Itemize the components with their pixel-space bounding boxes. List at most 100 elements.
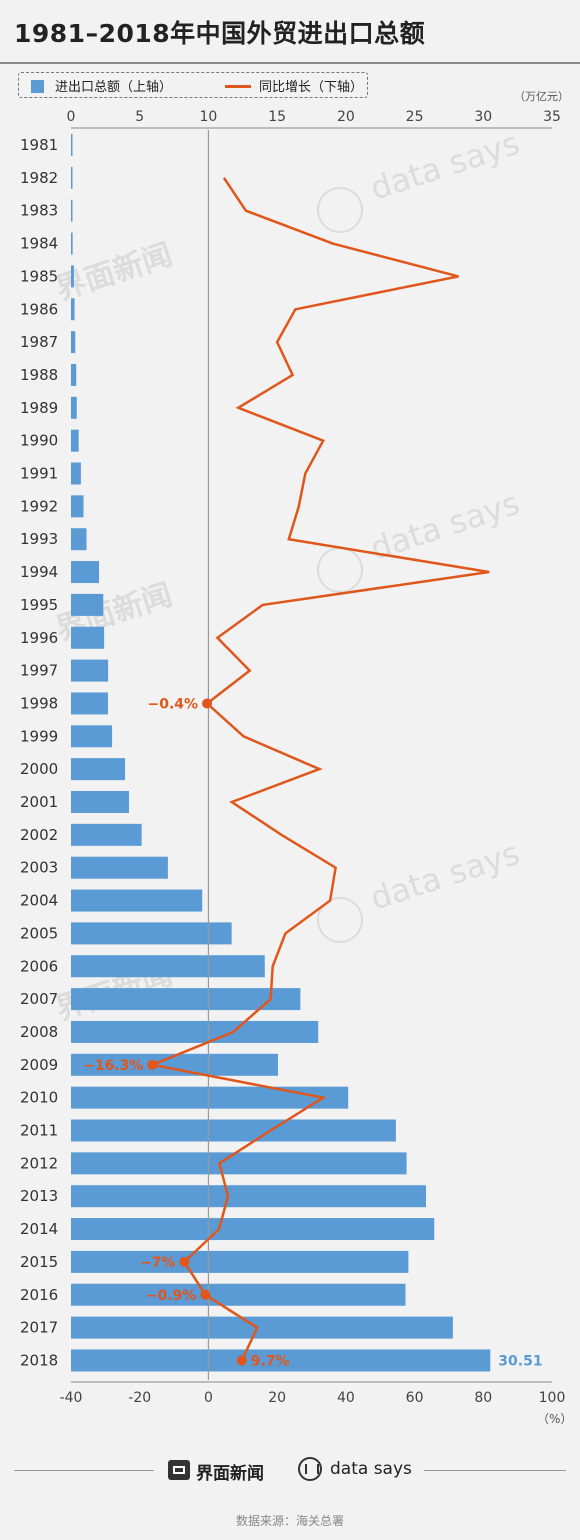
- bar-1987: [71, 331, 76, 354]
- watermark-logo-icon: [317, 187, 363, 233]
- top-axis-tick-label: 5: [135, 109, 144, 125]
- bar-1985: [71, 265, 74, 288]
- bar-2006: [71, 955, 265, 978]
- bar-2000: [71, 758, 126, 781]
- bar-1999: [71, 725, 113, 748]
- category-label-2000: 2000: [20, 760, 58, 778]
- bar-1992: [71, 495, 84, 518]
- datasays-logo-icon: [298, 1457, 322, 1481]
- legend-bar-swatch: [31, 80, 44, 93]
- category-label-1998: 1998: [20, 694, 58, 712]
- category-label-2015: 2015: [20, 1253, 58, 1271]
- brand-right-label: data says: [330, 1459, 412, 1479]
- legend: 进出口总额（上轴） 同比增长（下轴）: [18, 72, 368, 98]
- category-label-2001: 2001: [20, 793, 58, 811]
- bar-2016: [71, 1283, 406, 1306]
- bar-1983: [71, 199, 73, 222]
- bar-2004: [71, 889, 203, 912]
- annotation-dot-2009: [147, 1059, 158, 1070]
- watermark-brand-right: data says: [366, 124, 524, 208]
- category-label-2008: 2008: [20, 1023, 58, 1041]
- top-axis-tick-label: 0: [67, 109, 76, 125]
- bar-1988: [71, 363, 77, 386]
- bar-1990: [71, 429, 79, 452]
- bar-1997: [71, 659, 109, 682]
- bar-2001: [71, 791, 129, 813]
- legend-line-label: 同比增长（下轴）: [259, 80, 364, 95]
- top-axis-tick-label: 20: [337, 109, 355, 125]
- category-label-2003: 2003: [20, 859, 58, 877]
- bar-2014: [71, 1218, 435, 1241]
- bar-1998: [71, 692, 108, 715]
- top-axis-tick-label: 10: [200, 109, 218, 125]
- bar-2009: [71, 1053, 278, 1076]
- bottom-axis-tick-label: 100: [539, 1390, 566, 1406]
- line-series: [148, 177, 490, 1362]
- bar-1993: [71, 528, 87, 551]
- category-label-1990: 1990: [20, 432, 58, 450]
- watermark-brand-left: 界面新闻: [52, 577, 177, 647]
- category-label-2018: 2018: [20, 1351, 58, 1369]
- annotation-dot-2018: [236, 1355, 247, 1366]
- category-label-1984: 1984: [20, 235, 58, 253]
- category-label-1999: 1999: [20, 727, 58, 745]
- bottom-axis-tick-label: -40: [60, 1390, 83, 1406]
- category-label-2011: 2011: [20, 1122, 58, 1140]
- bottom-axis-tick-label: 0: [204, 1390, 213, 1406]
- category-label-1986: 1986: [20, 300, 58, 318]
- annotations: −0.4% −16.3% −7% −0.9% 9.7% 30.51: [83, 696, 542, 1369]
- category-label-2012: 2012: [20, 1154, 58, 1172]
- category-label-1993: 1993: [20, 530, 58, 548]
- footer-divider-left: [14, 1470, 154, 1471]
- category-label-1997: 1997: [20, 662, 58, 680]
- category-label-2017: 2017: [20, 1319, 58, 1337]
- top-axis-tick-label: 35: [543, 109, 561, 125]
- title-divider: [0, 62, 580, 64]
- category-label-1987: 1987: [20, 333, 58, 351]
- bar-1984: [71, 232, 73, 255]
- category-label-1989: 1989: [20, 399, 58, 417]
- bar-2008: [71, 1020, 319, 1043]
- annotation-dot-1998: [202, 698, 213, 709]
- bottom-axis: -40 -20 0 20 40 60 80 100: [60, 1381, 566, 1406]
- bar-2002: [71, 823, 142, 846]
- bar-1982: [71, 166, 73, 189]
- legend-bar-label: 进出口总额（上轴）: [55, 80, 173, 95]
- bar-1981: [71, 134, 73, 156]
- legend-line-swatch: [225, 85, 251, 88]
- bottom-axis-tick-label: 40: [337, 1390, 355, 1406]
- bar-2017: [71, 1316, 453, 1339]
- bottom-axis-tick-label: 60: [406, 1390, 424, 1406]
- category-labels: 1981 1982 1983 1984 1985 1986 1987 1988 1989 1990…: [20, 136, 58, 1369]
- bar-1996: [71, 626, 105, 649]
- category-label-1988: 1988: [20, 366, 58, 384]
- bar-2005: [71, 922, 232, 945]
- bottom-axis-tick-label: 20: [268, 1390, 286, 1406]
- category-label-2014: 2014: [20, 1220, 58, 1238]
- growth-line: [148, 177, 490, 1362]
- top-axis-tick-label: 30: [474, 109, 492, 125]
- annotation-label-2009: −16.3%: [83, 1058, 143, 1074]
- bottom-axis-tick-label: 80: [474, 1390, 492, 1406]
- bar-2012: [71, 1152, 407, 1175]
- bar-1994: [71, 561, 100, 584]
- bar-2003: [71, 856, 168, 879]
- bar-2018: [71, 1349, 491, 1372]
- data-source: 数据来源：海关总署: [235, 1514, 344, 1528]
- top-axis-unit: （万亿元）: [514, 90, 569, 103]
- bottom-axis-unit: （%）: [537, 1412, 573, 1426]
- bar-1986: [71, 298, 75, 321]
- category-label-1991: 1991: [20, 465, 58, 483]
- annotation-label-2018: 9.7%: [251, 1353, 290, 1369]
- bar-1995: [71, 593, 104, 616]
- data-label-2018-total: 30.51: [498, 1353, 542, 1369]
- annotation-dot-2015: [179, 1256, 190, 1267]
- watermark-brand-left: 界面新闻: [52, 237, 177, 307]
- chart-title: 1981–2018年中国外贸进出口总额: [14, 19, 426, 48]
- watermark-logo-icon: [317, 547, 363, 593]
- category-label-1995: 1995: [20, 596, 58, 614]
- category-label-2016: 2016: [20, 1286, 58, 1304]
- category-label-2007: 2007: [20, 990, 58, 1008]
- annotation-label-2016: −0.9%: [146, 1288, 197, 1304]
